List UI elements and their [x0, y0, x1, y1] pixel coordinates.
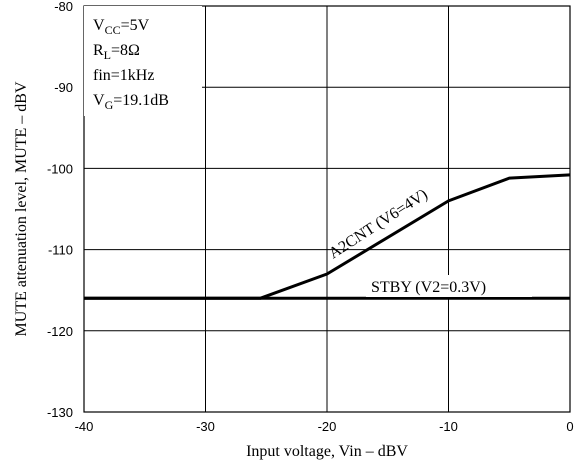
- tick-labels: -40 -30 -20 -10 0-80-90-100-110-120-130: [47, 0, 574, 434]
- x-tick-label: -30: [196, 419, 215, 434]
- conditions-box: [84, 6, 202, 116]
- x-tick-label: -40: [75, 419, 94, 434]
- x-tick-label: 0: [566, 419, 573, 434]
- y-tick-label: -110: [48, 243, 73, 258]
- stby-label-bg: [366, 275, 532, 297]
- x-tick-label: -20: [318, 419, 337, 434]
- x-tick-label: -10: [439, 419, 458, 434]
- series-label-stby: STBY (V2=0.3V): [371, 279, 486, 296]
- condition-fin: fin=1kHz: [93, 67, 154, 84]
- y-tick-label: -120: [47, 324, 73, 339]
- x-axis-label: Input voltage, Vin – dBV: [246, 443, 408, 460]
- y-tick-label: -90: [54, 80, 73, 95]
- series-lines: [84, 173, 571, 300]
- plot-frame: [83, 5, 571, 413]
- y-tick-label: -80: [54, 0, 73, 14]
- y-tick-label: -130: [47, 405, 73, 420]
- y-axis-label: MUTE attenuation level, MUTE – dBV: [13, 81, 30, 337]
- series-label-a2cnt: A2CNT (V6=4V): [326, 186, 431, 262]
- y-tick-label: -100: [47, 161, 73, 176]
